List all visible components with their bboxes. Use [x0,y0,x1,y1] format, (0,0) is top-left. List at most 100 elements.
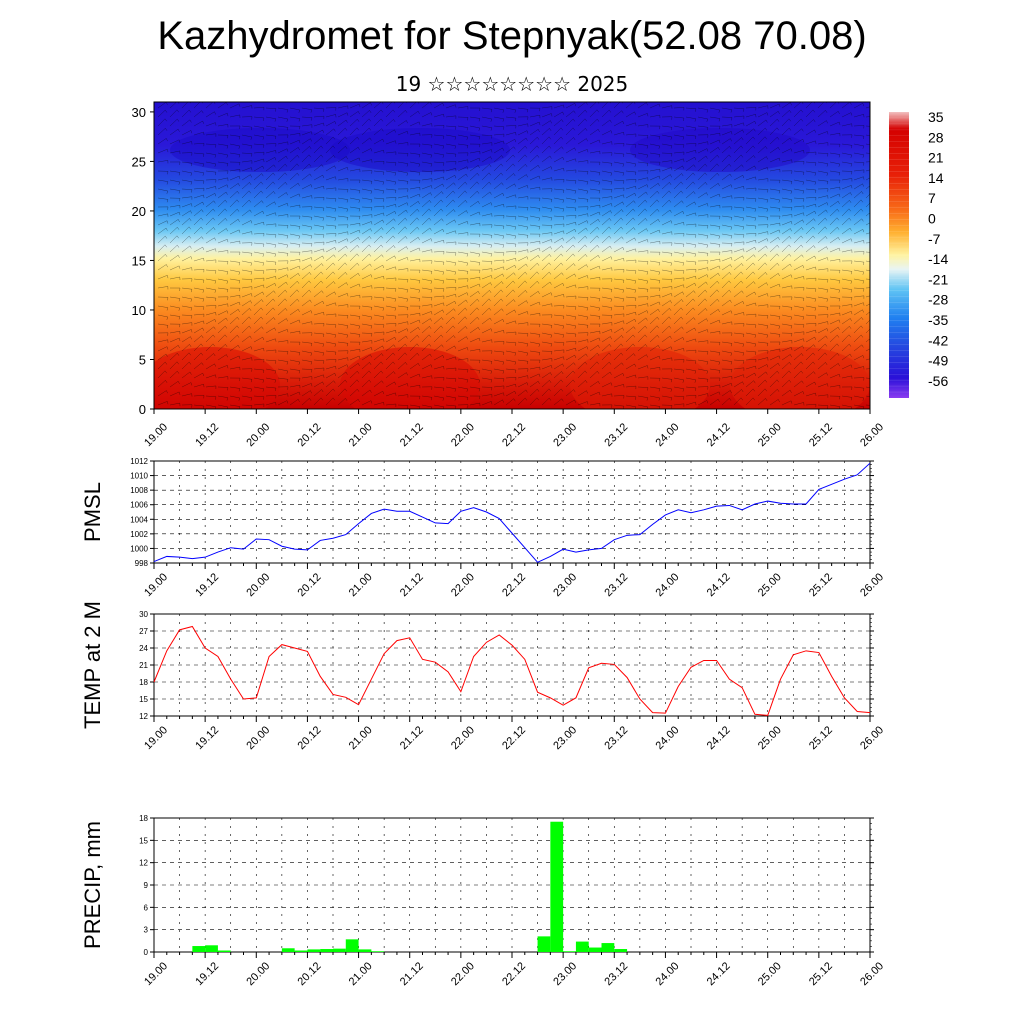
wind-barb [697,116,708,120]
wind-barb-flag [598,172,601,176]
wind-barb-flag [551,113,553,117]
wind-barb [193,384,204,388]
wind-barb [469,386,480,389]
wind-barb [757,253,766,262]
wind-barb-flag [382,190,385,194]
wind-barb [481,149,492,154]
wind-barb [637,113,648,118]
wind-barb-flag [790,181,793,185]
wind-barb [265,164,275,172]
wind-barb-flag [753,254,756,258]
wind-barb [673,359,684,361]
wind-barb [649,301,660,307]
wind-barb [289,133,300,136]
wind-barb-flag [682,253,685,257]
wind-barb [721,250,732,253]
wind-barb [673,125,684,129]
wind-barb [277,274,288,280]
wind-barb [313,255,323,262]
wind-barb-flag [622,298,625,302]
wind-barb [685,394,696,397]
wind-barb [325,373,335,379]
wind-barb-flag [430,397,433,401]
wind-barb-flag [345,119,348,123]
wind-barb [289,163,298,172]
wind-barb-flag [478,136,481,140]
wind-barb-flag [707,351,709,355]
wind-barb-flag [800,370,804,374]
wind-barb [253,200,262,208]
wind-barb-flag [729,146,732,149]
wind-barb-flag [860,334,864,338]
wind-barb-flag [574,325,577,329]
wind-barb-flag [598,255,600,259]
wind-barb-flag [598,392,601,396]
wind-barb [481,401,492,406]
wind-barb-flag [752,262,756,266]
wind-barb [781,379,790,388]
wind-barb [337,357,348,361]
wind-barb [373,331,384,334]
x-tick-label: 23.00 [551,960,579,988]
wind-barb-flag [285,163,288,167]
wind-barb [709,107,720,111]
wind-barb [361,362,370,370]
wind-barb-flag [622,201,624,205]
wind-barb-flag [706,192,708,196]
wind-barb [613,320,624,325]
wind-barb-flag [503,140,505,144]
wind-barb [661,251,672,254]
wind-barb [841,152,852,156]
wind-barb-flag [525,145,528,149]
wind-barb-flag [670,388,673,392]
wind-barb [373,227,382,235]
wind-barb [217,317,227,325]
wind-barb [157,138,167,145]
wind-barb-flag [561,146,564,150]
wind-barb [829,201,839,208]
wind-barb [373,287,384,289]
wind-barb-flag [682,379,685,383]
x-tick-label: 20.00 [244,421,272,449]
wind-barb [373,109,382,118]
wind-barb [589,296,600,299]
wind-barb-flag [225,191,228,195]
wind-barb [445,175,455,181]
wind-barb-flag [226,406,229,409]
wind-barb-flag [525,263,528,267]
wind-barb-flag [358,111,360,115]
wind-barb [553,253,562,262]
wind-barb-flag [548,262,552,266]
wind-barb [625,111,635,118]
wind-barb [553,197,564,201]
wind-barb [181,141,192,145]
wind-barb [397,335,407,343]
wind-barb [325,224,336,227]
wind-barb [853,386,864,389]
wind-barb-flag [490,253,493,257]
wind-barb [385,352,394,361]
wind-barb-flag [850,406,853,409]
wind-barb-flag [790,190,793,194]
wind-barb-flag [431,171,433,175]
y-tick-label: 15 [132,253,146,268]
wind-barb-flag [392,109,396,113]
wind-barb [817,296,828,300]
wind-barb-flag [260,307,264,311]
wind-barb-flag [452,190,456,194]
wind-barb [529,281,538,289]
wind-barb [829,170,840,173]
wind-barb-flag [442,229,445,233]
wind-barb [181,119,191,127]
wind-barb [805,245,814,253]
wind-barb [409,209,418,217]
wind-barb [769,103,780,109]
wind-barb [613,247,623,253]
wind-barb-flag [826,172,829,176]
colorbar-label: -14 [928,251,948,267]
wind-barb-flag [597,219,600,223]
wind-barb-flag [862,406,865,409]
wind-barb-flag [766,208,769,212]
wind-barb-flag [359,104,361,108]
wind-barb-flag [478,370,481,374]
